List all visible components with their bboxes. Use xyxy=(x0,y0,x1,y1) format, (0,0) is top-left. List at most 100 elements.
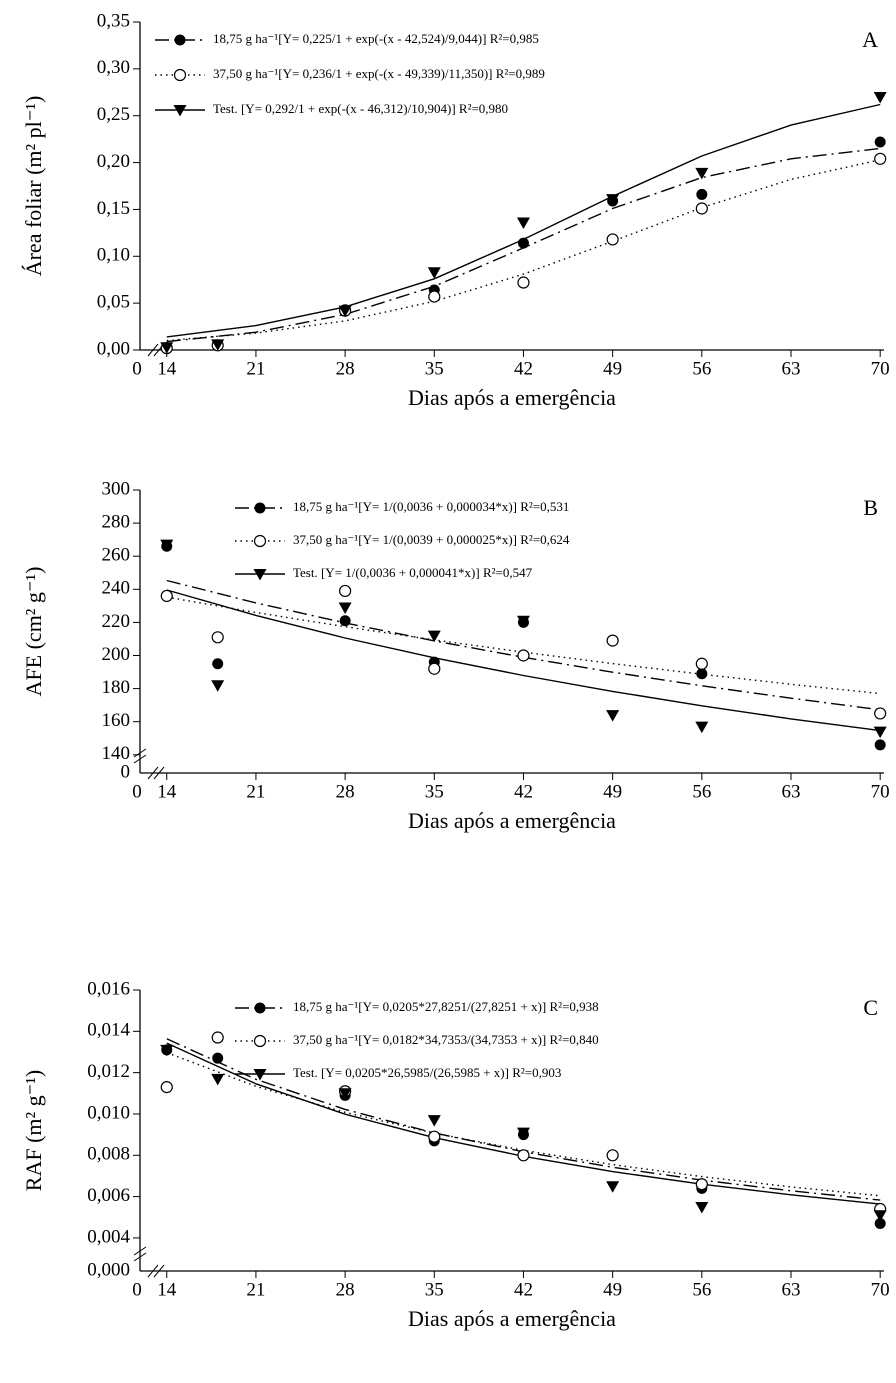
point xyxy=(874,136,886,148)
x-tick-label: 49 xyxy=(603,1279,622,1300)
x-tick-label: 63 xyxy=(782,1279,801,1300)
point xyxy=(339,615,351,627)
y-tick-label: 220 xyxy=(102,611,131,632)
point xyxy=(254,1002,266,1014)
point xyxy=(517,276,530,289)
legend-label: 18,75 g ha⁻¹[Y= 1/(0,0036 + 0,000034*x)]… xyxy=(293,499,569,514)
point xyxy=(696,668,708,680)
point xyxy=(211,1031,224,1044)
legend-label: 37,50 g ha⁻¹[Y= 0,0182*34,7353/(34,7353 … xyxy=(293,1032,599,1047)
point xyxy=(212,1052,224,1064)
y-axis-title: RAF (m² g⁻¹) xyxy=(21,1070,46,1191)
x-tick-label: 56 xyxy=(692,781,711,802)
y-tick-label: 0,20 xyxy=(97,151,130,172)
y-tick-label: 260 xyxy=(102,545,131,566)
x-tick-label: 42 xyxy=(514,358,533,379)
y-tick-label: 240 xyxy=(102,578,131,599)
point xyxy=(874,152,887,165)
point xyxy=(517,1149,530,1162)
point xyxy=(606,1149,619,1162)
point xyxy=(696,188,708,200)
y-tick-label: 0,00 xyxy=(97,338,130,359)
axis-break xyxy=(133,748,147,764)
point xyxy=(517,649,530,662)
fit-line xyxy=(166,579,881,711)
x-tick-label: 28 xyxy=(336,358,355,379)
point xyxy=(874,739,886,751)
y-tick-label: 0,010 xyxy=(87,1102,130,1123)
x-tick-label: 35 xyxy=(425,1279,444,1300)
point xyxy=(873,1210,887,1222)
y-tick-label: 0,25 xyxy=(97,104,130,125)
y-tick-label: 180 xyxy=(102,677,131,698)
point xyxy=(516,615,530,628)
point xyxy=(873,91,887,104)
legend-label: 37,50 g ha⁻¹[Y= 1/(0,0039 + 0,000025*x)]… xyxy=(293,532,570,547)
point xyxy=(606,233,619,246)
x-tick-label: 42 xyxy=(514,781,533,802)
point xyxy=(606,710,620,722)
legend-label: Test. [Y= 0,292/1 + exp(-(x - 46,312)/10… xyxy=(213,101,508,116)
point xyxy=(338,1088,352,1100)
point xyxy=(160,589,173,603)
point xyxy=(517,237,529,249)
y-tick-label: 140 xyxy=(102,743,131,764)
legend-label: Test. [Y= 0,0205*26,5985/(26,5985 + x)] … xyxy=(293,1065,561,1080)
y-tick-label: 0,014 xyxy=(87,1020,130,1041)
point xyxy=(160,1081,173,1094)
point xyxy=(427,267,441,279)
x-tick-label: 28 xyxy=(336,781,355,802)
x-tick-label: 70 xyxy=(871,781,890,802)
point xyxy=(173,105,187,117)
point xyxy=(174,34,186,46)
x-axis-title: Dias após a emergência xyxy=(408,808,616,833)
x-tick-label: 14 xyxy=(157,781,177,802)
point xyxy=(254,502,266,514)
point xyxy=(516,217,530,230)
x-axis-title: Dias após a emergência xyxy=(408,1306,616,1331)
x-tick-label: 42 xyxy=(514,1279,533,1300)
x-tick-label: 35 xyxy=(425,781,444,802)
point xyxy=(695,1201,709,1214)
x-tick-label: 56 xyxy=(692,358,711,379)
legend-label: 18,75 g ha⁻¹[Y= 0,225/1 + exp(-(x - 42,5… xyxy=(213,31,539,46)
point xyxy=(160,342,174,354)
x-tick-label: 56 xyxy=(692,1279,711,1300)
y-axis-title: Área foliar (m² pl⁻¹) xyxy=(21,96,46,277)
x-tick-label: 49 xyxy=(603,781,622,802)
point xyxy=(173,68,187,82)
point xyxy=(695,721,709,734)
point xyxy=(428,290,441,303)
panel-label: A xyxy=(862,27,878,52)
point xyxy=(338,602,352,615)
point xyxy=(874,707,887,720)
panel-label: B xyxy=(863,495,878,520)
point xyxy=(211,631,224,644)
point xyxy=(606,1181,620,1193)
axis-break xyxy=(133,1246,147,1262)
panel-label: C xyxy=(863,995,878,1020)
point xyxy=(428,662,441,675)
x-axis-title: Dias após a emergência xyxy=(408,385,616,410)
x-tick-label: 28 xyxy=(336,1279,355,1300)
y-tick-label: 0,05 xyxy=(97,292,130,313)
y-tick-label: 0,016 xyxy=(87,978,130,999)
y-break-label: 0 xyxy=(121,761,131,782)
y-tick-label: 0,35 xyxy=(97,10,130,31)
point xyxy=(160,1044,174,1057)
x-tick-label: 21 xyxy=(246,358,265,379)
point xyxy=(339,584,352,598)
point xyxy=(695,657,708,670)
x-tick-label: 21 xyxy=(246,781,265,802)
fit-line xyxy=(166,589,881,732)
point xyxy=(253,1034,267,1048)
x-tick-label: 63 xyxy=(782,781,801,802)
point xyxy=(211,680,225,692)
axis-break xyxy=(147,1264,165,1278)
x-tick-label: 21 xyxy=(246,1279,265,1300)
y-break-label: 0,000 xyxy=(87,1259,130,1280)
legend-label: Test. [Y= 1/(0,0036 + 0,000041*x)] R²=0,… xyxy=(293,565,533,580)
point xyxy=(338,305,352,318)
point xyxy=(695,1178,708,1191)
